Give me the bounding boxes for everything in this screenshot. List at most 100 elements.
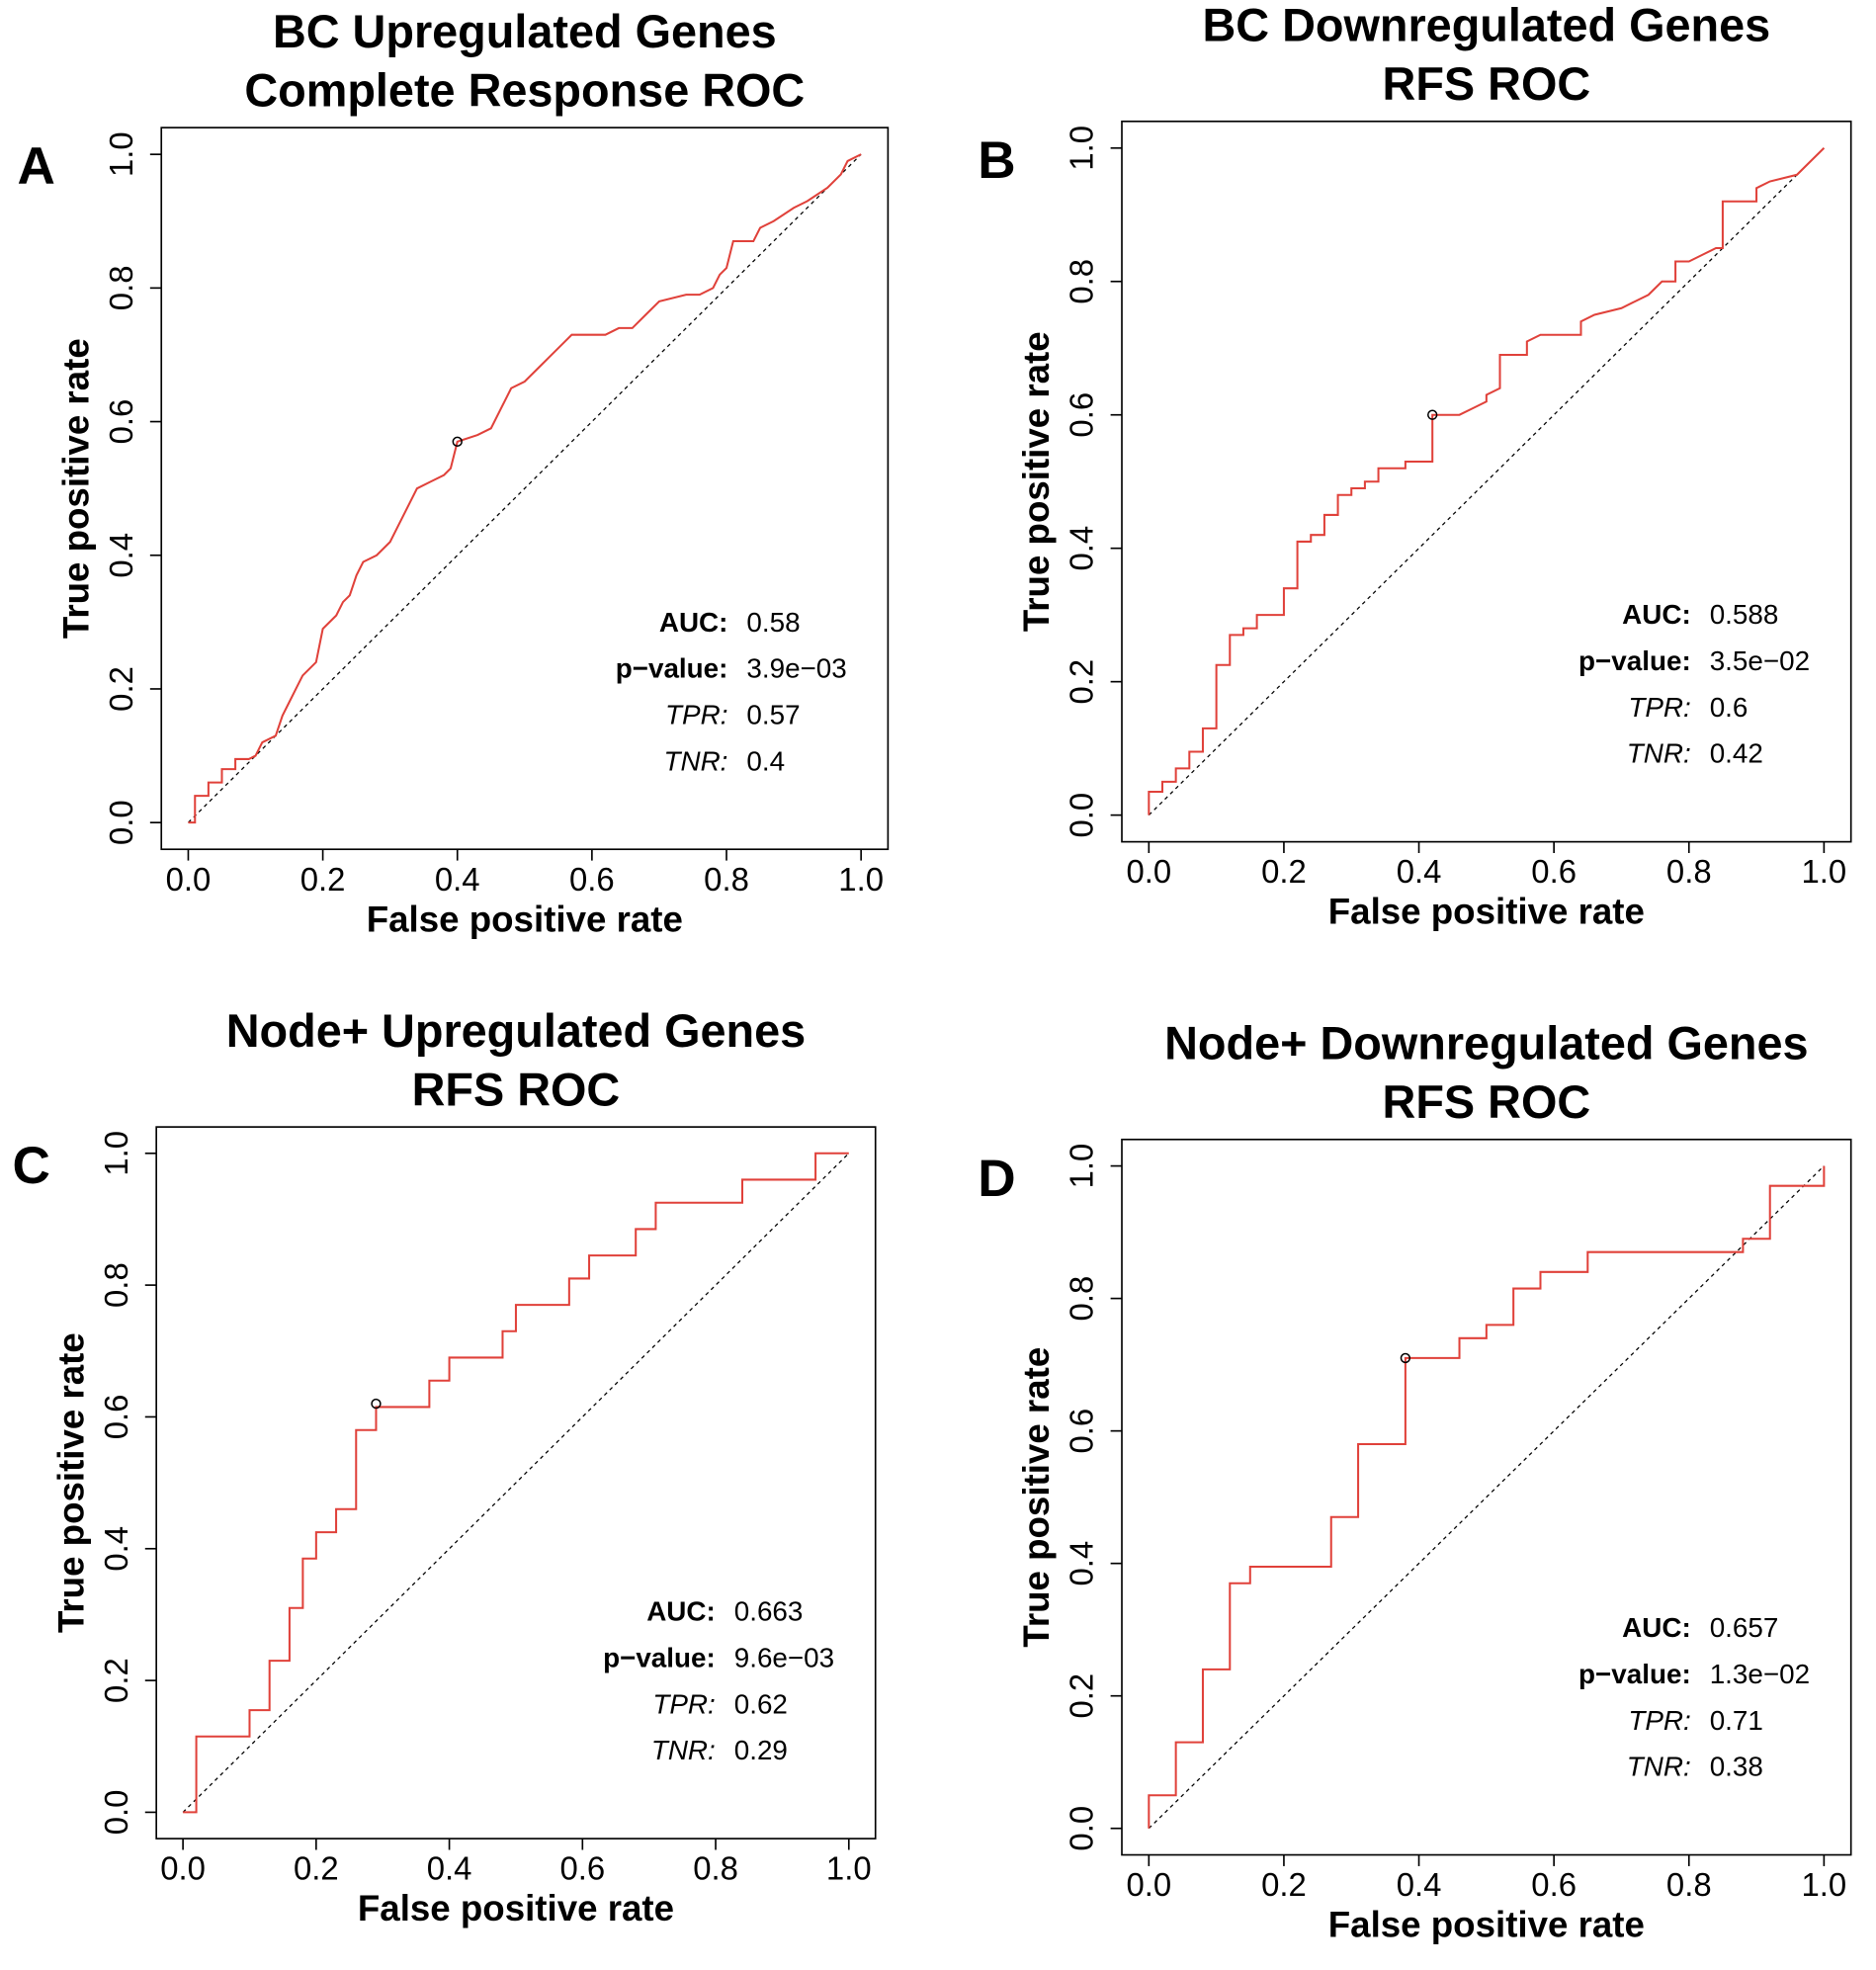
y-tick-label: 1.0 (1064, 1144, 1100, 1189)
stat-label: TNR: (1627, 1752, 1691, 1782)
x-tick-label: 0.0 (166, 861, 212, 898)
stat-value: 0.29 (734, 1735, 788, 1765)
chart-title: Node+ Downregulated Genes (1164, 1017, 1808, 1069)
x-tick-label: 0.6 (1531, 853, 1577, 890)
reference-line (188, 153, 862, 823)
stat-label: TNR: (651, 1735, 716, 1765)
y-tick-label: 0.0 (1064, 1806, 1100, 1851)
y-tick-label: 0.8 (98, 1262, 134, 1308)
stat-value: 3.5e−02 (1710, 645, 1810, 676)
roc-curve (1148, 147, 1826, 815)
y-tick-label: 0.2 (1064, 659, 1100, 705)
x-axis-label: False positive rate (1328, 892, 1645, 932)
stat-value: 9.6e−03 (734, 1643, 834, 1673)
x-axis-label: False positive rate (1328, 1905, 1645, 1945)
stat-label: p−value: (1578, 1659, 1691, 1689)
y-axis-label: True positive rate (1016, 1347, 1057, 1648)
stat-label: TPR: (652, 1688, 715, 1719)
panel-letter: C (12, 1137, 49, 1195)
y-tick-label: 0.2 (1064, 1673, 1100, 1719)
y-tick-label: 0.6 (1064, 392, 1100, 438)
y-tick-label: 1.0 (98, 1131, 134, 1176)
panel: BC Downregulated Genes RFS ROC B 0.0 0.2 0.4 0… (978, 0, 1852, 932)
y-axis-label: True positive rate (1016, 331, 1057, 632)
panel-letter: D (978, 1150, 1015, 1208)
stat-value: 0.663 (734, 1596, 804, 1627)
x-tick-label: 0.2 (1261, 1866, 1307, 1903)
x-tick-label: 0.6 (559, 1850, 605, 1887)
y-tick-label: 1.0 (103, 131, 139, 177)
y-tick-label: 0.6 (103, 399, 139, 445)
plot-frame (1121, 120, 1852, 843)
y-axis-label: True positive rate (55, 338, 96, 639)
y-tick-label: 0.6 (1064, 1409, 1100, 1454)
y-axis-label: True positive rate (50, 1332, 91, 1633)
chart-title: Node+ Upregulated Genes (226, 1005, 806, 1057)
chart-title: BC Downregulated Genes (1203, 0, 1771, 51)
x-tick-label: 0.6 (569, 861, 615, 898)
plot-frame (1121, 1138, 1852, 1856)
stat-value: 0.4 (746, 745, 785, 776)
x-tick-label: 0.4 (435, 861, 480, 898)
stat-label: AUC: (659, 607, 728, 638)
x-tick-label: 0.4 (427, 1850, 472, 1887)
y-tick-label: 0.8 (1064, 1276, 1100, 1322)
x-tick-label: 1.0 (838, 861, 884, 898)
x-axis-label: False positive rate (367, 899, 683, 939)
reference-line (1148, 1165, 1825, 1830)
panel-letter: B (978, 131, 1015, 190)
stat-value: 0.58 (746, 607, 800, 638)
stat-label: TPR: (1628, 692, 1690, 723)
x-tick-label: 0.4 (1397, 853, 1442, 890)
optimal-point (452, 436, 463, 448)
stat-label: p−value: (616, 653, 728, 684)
x-tick-label: 0.0 (1126, 1866, 1171, 1903)
x-tick-label: 0.0 (1126, 853, 1171, 890)
y-tick-label: 1.0 (1064, 126, 1100, 171)
y-tick-label: 0.2 (103, 666, 139, 712)
x-tick-label: 0.8 (1666, 853, 1712, 890)
stat-label: p−value: (1578, 645, 1691, 676)
optimal-point (1427, 409, 1438, 420)
x-tick-label: 0.2 (300, 861, 346, 898)
y-tick-label: 0.4 (98, 1526, 134, 1572)
roc-curve (183, 1152, 849, 1814)
y-tick-label: 0.4 (1064, 1541, 1100, 1586)
y-tick-label: 0.2 (98, 1658, 134, 1703)
x-tick-label: 1.0 (826, 1850, 872, 1887)
x-tick-label: 1.0 (1802, 1866, 1847, 1903)
reference-line (1148, 147, 1825, 816)
x-tick-label: 0.8 (1666, 1866, 1712, 1903)
x-tick-label: 0.4 (1397, 1866, 1442, 1903)
x-tick-label: 0.2 (294, 1850, 339, 1887)
plot-frame (155, 1126, 877, 1840)
y-tick-label: 0.4 (1064, 526, 1100, 571)
x-tick-label: 0.8 (704, 861, 749, 898)
stat-value: 1.3e−02 (1710, 1659, 1810, 1689)
x-tick-label: 0.6 (1531, 1866, 1577, 1903)
stat-label: p−value: (603, 1643, 716, 1673)
x-tick-label: 0.0 (160, 1850, 206, 1887)
chart-title: Complete Response ROC (244, 64, 805, 116)
stat-value: 0.62 (734, 1688, 788, 1719)
y-tick-label: 0.0 (1064, 793, 1100, 838)
stat-value: 0.6 (1710, 692, 1748, 723)
panel: Node+ Upregulated Genes RFS ROC C 0.0 0.2 0.4… (12, 1005, 877, 1928)
panel: BC Upregulated Genes Complete Response RO… (18, 6, 890, 939)
chart-title: RFS ROC (412, 1064, 621, 1115)
x-tick-label: 1.0 (1802, 853, 1847, 890)
stat-label: TNR: (1627, 738, 1691, 769)
stat-value: 0.42 (1710, 738, 1763, 769)
reference-line (182, 1153, 850, 1813)
stat-label: TPR: (665, 699, 727, 729)
optimal-point (1400, 1352, 1411, 1364)
stat-label: TPR: (1628, 1705, 1690, 1736)
chart-title: BC Upregulated Genes (273, 6, 777, 57)
stat-value: 0.38 (1710, 1752, 1763, 1782)
roc-curve (1148, 1165, 1826, 1829)
stat-label: AUC: (1622, 599, 1691, 630)
stat-value: 0.57 (746, 699, 800, 729)
y-tick-label: 0.0 (98, 1790, 134, 1836)
stat-label: AUC: (1622, 1612, 1691, 1643)
